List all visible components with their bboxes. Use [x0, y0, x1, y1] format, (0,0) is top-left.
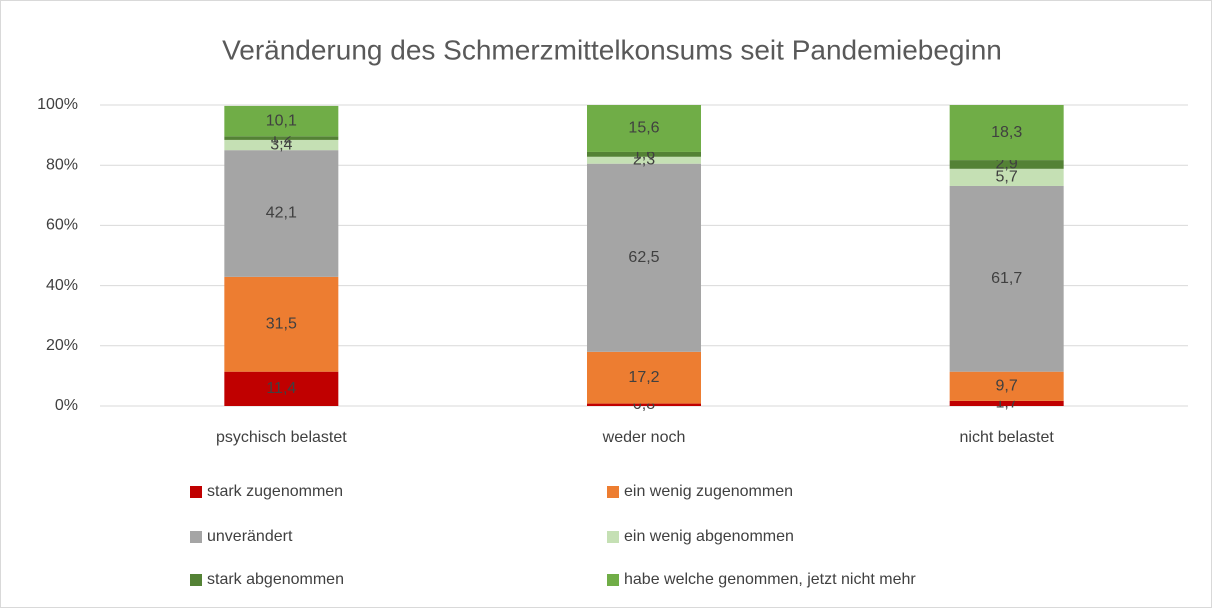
legend-swatch — [607, 531, 619, 543]
data-label: 17,2 — [628, 369, 659, 386]
x-tick-label: nicht belastet — [960, 429, 1055, 446]
bar-segment — [224, 136, 339, 140]
data-label: 61,7 — [991, 270, 1022, 287]
bar-segment — [949, 160, 1064, 169]
bar-segment — [587, 105, 701, 152]
bar-segment — [224, 105, 339, 137]
legend-swatch — [190, 486, 202, 498]
data-label: 18,3 — [991, 124, 1022, 141]
bar-segment — [949, 168, 1064, 186]
data-label: 15,6 — [628, 120, 659, 137]
bar-segment — [587, 403, 701, 406]
data-label: 10,1 — [266, 112, 297, 129]
legend-label: stark abgenommen — [207, 571, 344, 588]
legend-swatch — [190, 574, 202, 586]
legend-swatch — [607, 486, 619, 498]
data-label: 11,4 — [266, 380, 296, 397]
y-tick-label: 80% — [46, 156, 78, 173]
legend-swatch — [190, 531, 202, 543]
x-tick-label: weder noch — [602, 429, 686, 446]
y-tick-label: 60% — [46, 217, 78, 234]
bar-segment — [224, 139, 339, 151]
bar-segment — [224, 150, 339, 277]
legend-label: habe welche genommen, jetzt nicht mehr — [624, 571, 916, 588]
bar-segment — [587, 351, 701, 404]
bar-segment — [587, 163, 701, 352]
bar-segment — [949, 105, 1064, 161]
data-label: 62,5 — [628, 249, 659, 266]
bar-segment — [587, 151, 701, 157]
y-tick-label: 40% — [46, 277, 78, 294]
legend-label: stark zugenommen — [207, 483, 343, 500]
bar-segment — [949, 400, 1064, 406]
data-label: 42,1 — [266, 205, 297, 222]
legend-swatch — [607, 574, 619, 586]
y-tick-label: 0% — [55, 397, 78, 414]
bar-segment — [224, 371, 339, 406]
y-tick-label: 100% — [37, 96, 78, 113]
x-tick-label: psychisch belastet — [216, 429, 347, 446]
bar-segment — [949, 371, 1064, 401]
data-label: 3,4 — [270, 136, 292, 153]
legend-label: unverändert — [207, 528, 293, 545]
legend-label: ein wenig zugenommen — [624, 483, 793, 500]
data-label: 31,5 — [266, 315, 297, 332]
bar-segment — [587, 156, 701, 164]
bar-segment — [949, 185, 1064, 372]
bar-segment — [224, 276, 339, 372]
data-label: 5,7 — [996, 169, 1018, 186]
chart-title: Veränderung des Schmerzmittelkonsums sei… — [222, 34, 1002, 65]
legend-label: ein wenig abgenommen — [624, 528, 794, 545]
data-label: 9,7 — [996, 378, 1018, 395]
y-tick-label: 20% — [46, 337, 78, 354]
